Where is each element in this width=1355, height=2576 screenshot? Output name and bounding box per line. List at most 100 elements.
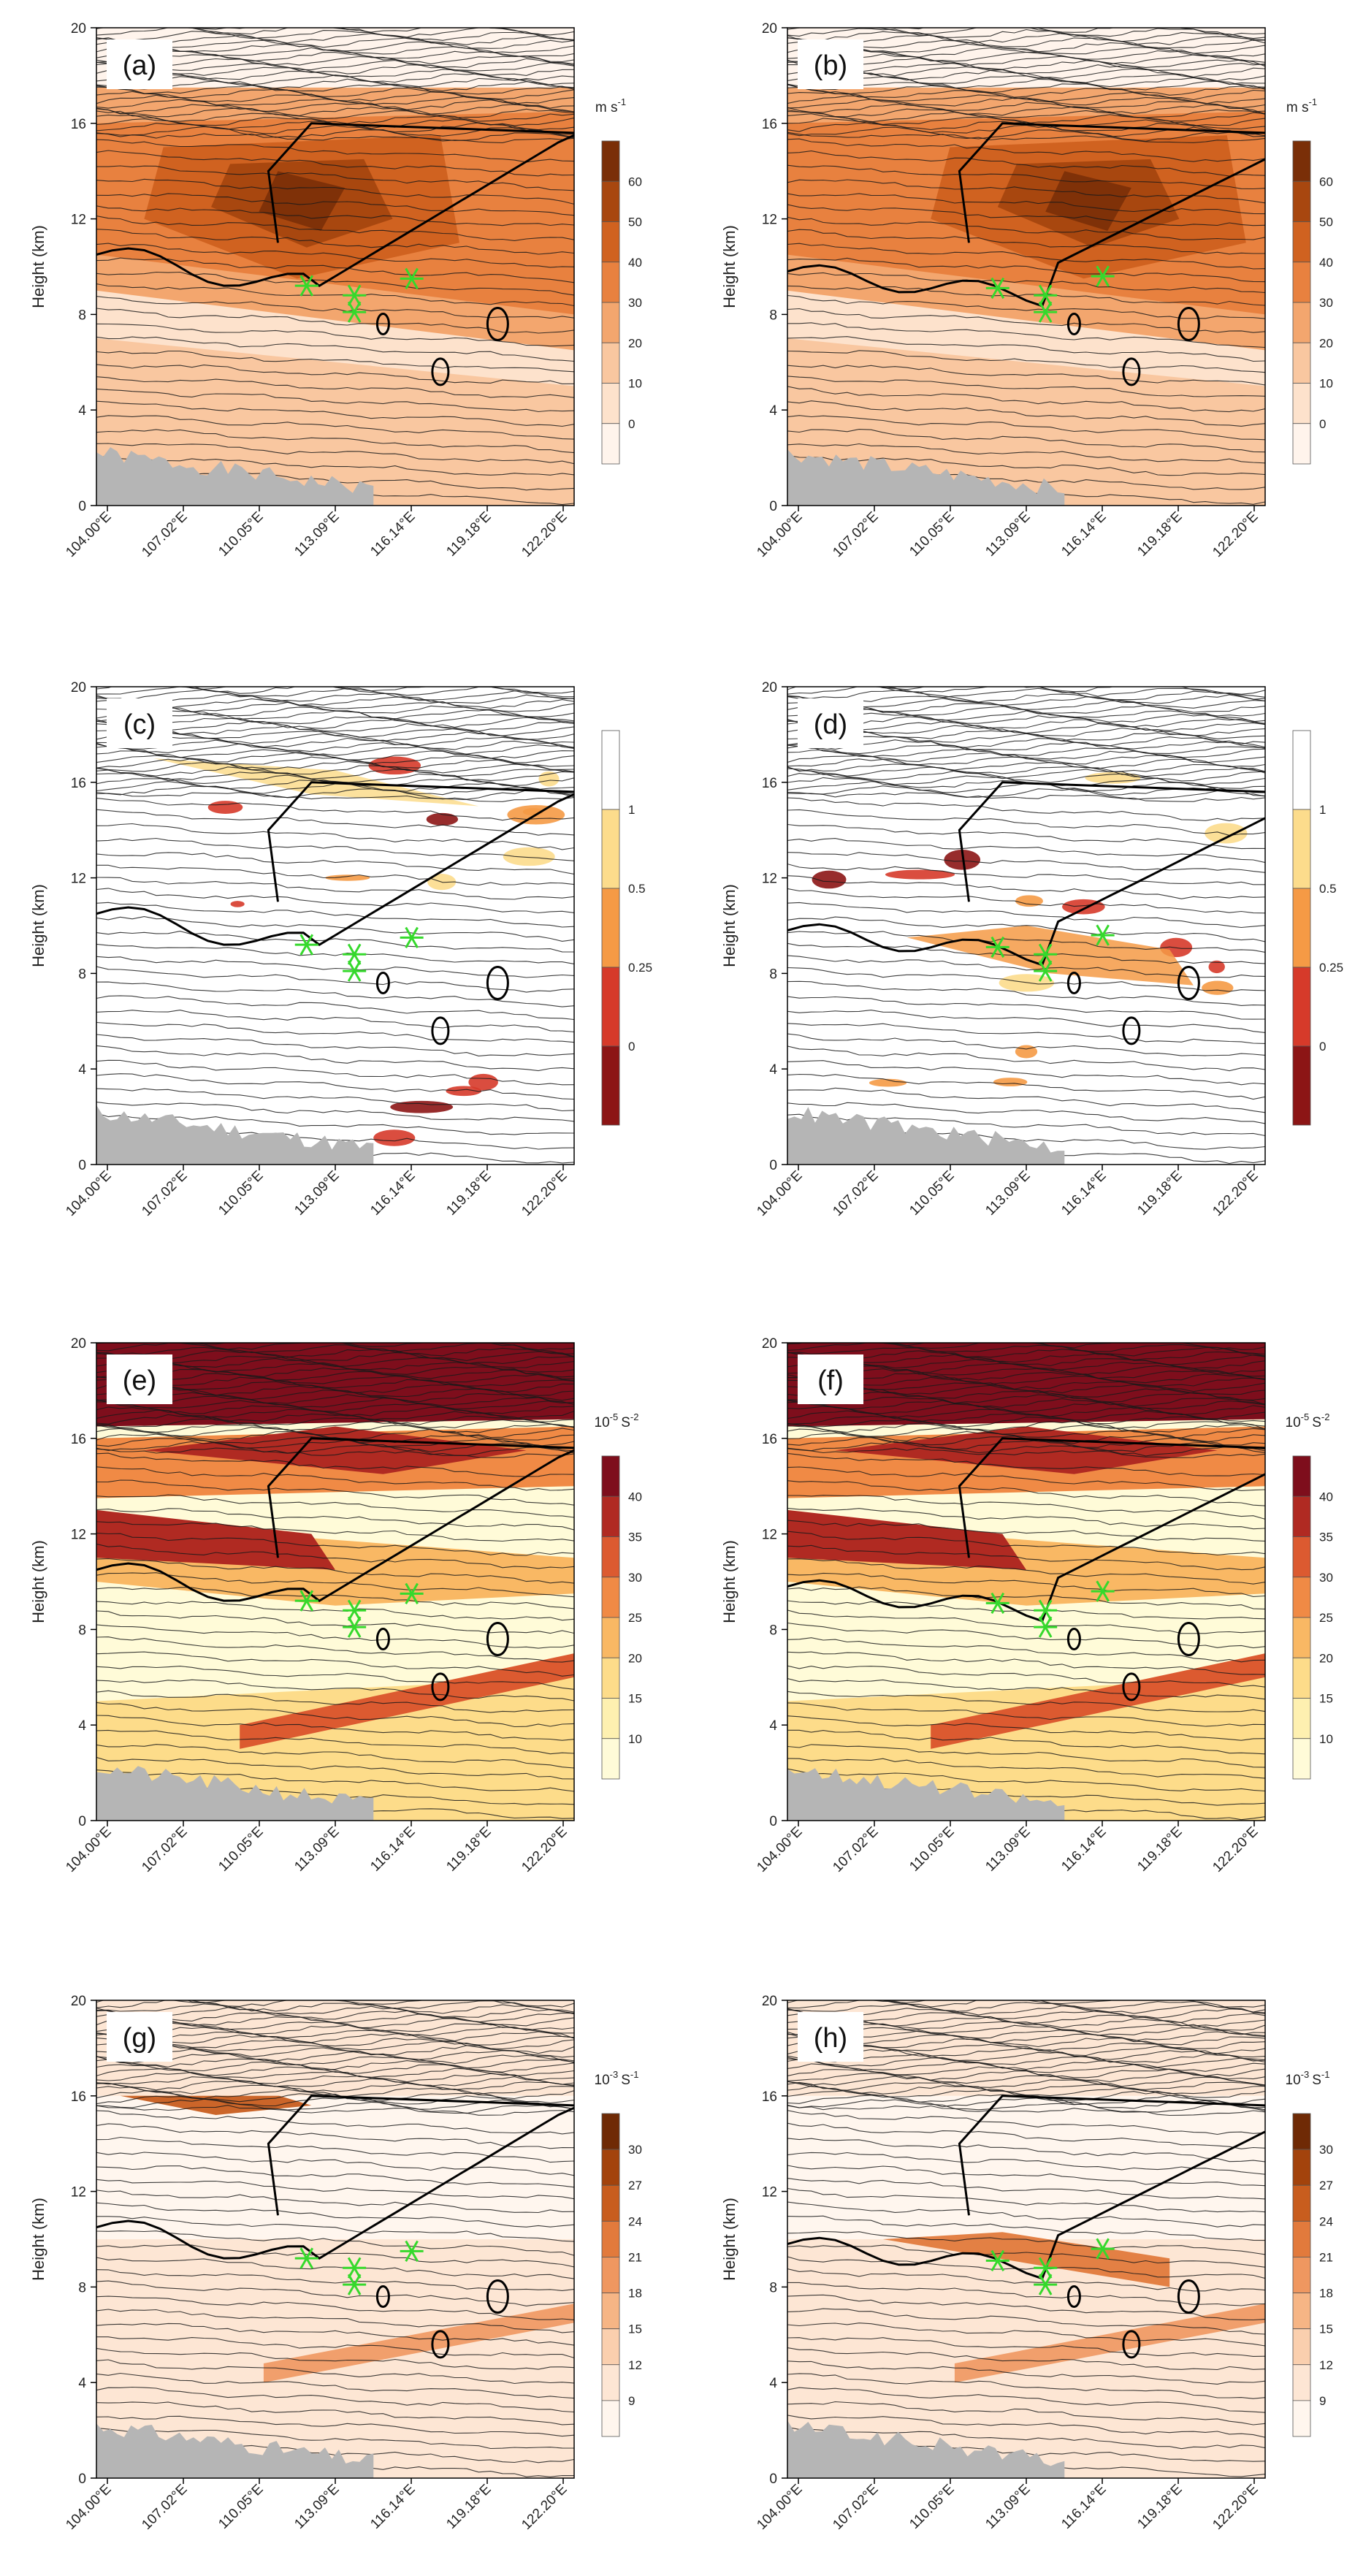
isentrope-line xyxy=(96,2032,574,2050)
isentrope-line xyxy=(787,34,1265,49)
isentrope-line xyxy=(787,1045,1265,1072)
asterisk-marker xyxy=(294,1590,318,1612)
asterisk-stroke xyxy=(991,936,1005,959)
unit-exp: -3 xyxy=(1301,2069,1310,2080)
shade-patch xyxy=(812,870,847,889)
asterisk-stroke xyxy=(1038,2274,1053,2295)
isentrope-line xyxy=(96,1059,574,1086)
y-axis-label: Height (km) xyxy=(29,225,47,308)
y-tick-label: 12 xyxy=(71,213,86,228)
x-tick-label: 107.02°E xyxy=(139,2482,190,2533)
isentrope-line xyxy=(96,1101,574,1122)
panel-label: (d) xyxy=(814,709,847,740)
isentrope-line xyxy=(787,1572,1265,1597)
isentrope-line xyxy=(787,758,1265,773)
asterisk-stroke xyxy=(991,1592,1005,1615)
closed-contour xyxy=(431,357,450,386)
isentrope-line xyxy=(96,766,574,781)
unit-exp: -5 xyxy=(610,1411,619,1422)
x-tick-label: 107.02°E xyxy=(139,509,190,560)
colorbar-segment xyxy=(601,423,620,465)
isentrope-line xyxy=(96,1666,574,1690)
colorbar-label: 0 xyxy=(1319,417,1326,431)
colorbar-segment xyxy=(601,2149,620,2186)
colorbar-label: 18 xyxy=(628,2287,642,2301)
isentrope-line xyxy=(96,229,574,255)
panel-label: (a) xyxy=(123,50,156,81)
isentrope-line xyxy=(787,64,1265,82)
colorbar-label: 40 xyxy=(628,256,642,270)
isentrope-line xyxy=(96,350,574,373)
isentrope-line xyxy=(96,689,574,704)
isentrope-line xyxy=(96,1387,574,1403)
isentrope-line xyxy=(96,2202,574,2228)
colorbar-label: 21 xyxy=(628,2250,642,2264)
isentrope-line xyxy=(787,37,1265,54)
colorbar-label: 30 xyxy=(1319,296,1333,310)
isentrope-line xyxy=(787,376,1265,397)
panel-label-box xyxy=(798,698,863,748)
isentrope-line xyxy=(787,1347,1265,1361)
isentrope-line xyxy=(787,272,1265,294)
asterisk-stroke xyxy=(299,1590,314,1612)
x-tick-label: 110.05°E xyxy=(906,1168,957,1219)
x-tick-label: 116.14°E xyxy=(1058,1824,1109,1875)
isentrope-line xyxy=(96,956,574,978)
isentrope-line xyxy=(787,967,1265,992)
colorbar-unit: 10-5 S-2 xyxy=(595,1411,639,1430)
isentrope-line xyxy=(787,257,1265,283)
isentrope-line xyxy=(96,1343,574,1354)
isentrope-line xyxy=(96,750,574,767)
colorbar-label: 15 xyxy=(1319,1692,1333,1706)
isentrope-line xyxy=(787,1702,1265,1727)
colorbar-segment xyxy=(601,1698,620,1739)
isentrope-line xyxy=(787,2244,1265,2268)
y-tick-label: 12 xyxy=(71,1528,86,1543)
tropopause-contour xyxy=(787,2130,1265,2280)
x-tick-label: 119.18°E xyxy=(443,509,494,560)
unit-exp: -1 xyxy=(618,96,627,107)
isentrope-line xyxy=(787,766,1265,782)
closed-contour xyxy=(1177,965,1200,1000)
x-tick-label: 119.18°E xyxy=(1134,1824,1185,1875)
asterisk-stroke xyxy=(1096,2238,1110,2260)
terrain xyxy=(787,449,1065,506)
isentrope-line xyxy=(787,429,1265,453)
x-tick-label: 116.14°E xyxy=(367,1824,418,1875)
isentrope-line xyxy=(787,695,1265,709)
isentrope-line xyxy=(787,336,1265,362)
colorbar-segment xyxy=(1292,967,1311,1047)
asterisk-marker xyxy=(343,284,367,306)
isentrope-line xyxy=(787,1060,1265,1086)
colorbar-label: 30 xyxy=(1319,2143,1333,2157)
isentrope-line xyxy=(96,2280,574,2306)
closed-contour xyxy=(375,312,390,335)
isentrope-line xyxy=(787,1010,1265,1033)
isentrope-line xyxy=(787,1352,1265,1369)
colorbar-label: 50 xyxy=(1319,216,1333,229)
isentrope-line xyxy=(96,443,574,465)
asterisk-marker xyxy=(1034,1616,1058,1638)
isentrope-line xyxy=(787,1637,1265,1663)
isentrope-line xyxy=(787,229,1265,255)
isentrope-line xyxy=(787,28,1265,39)
colorbar-label: 30 xyxy=(628,296,642,310)
isentrope-line xyxy=(787,2053,1265,2068)
plot-area xyxy=(96,1343,574,1821)
isentrope-line xyxy=(787,2165,1265,2187)
plot-area xyxy=(787,687,1265,1165)
y-tick-label: 8 xyxy=(78,2280,86,2295)
colorbar-label: 27 xyxy=(628,2179,642,2192)
isentrope-line xyxy=(96,63,574,81)
asterisk-marker xyxy=(343,1599,367,1621)
asterisk-stroke xyxy=(405,2240,419,2262)
isentrope-line xyxy=(96,37,574,53)
shade-patch xyxy=(207,801,243,814)
isentrope-line xyxy=(787,2152,1265,2175)
asterisk-stroke xyxy=(1038,960,1053,982)
isentrope-line xyxy=(96,2003,574,2018)
colorbar-segment xyxy=(601,1577,620,1618)
asterisk-marker xyxy=(343,2257,367,2279)
asterisk-marker xyxy=(400,267,424,289)
isentrope-line xyxy=(96,785,574,800)
